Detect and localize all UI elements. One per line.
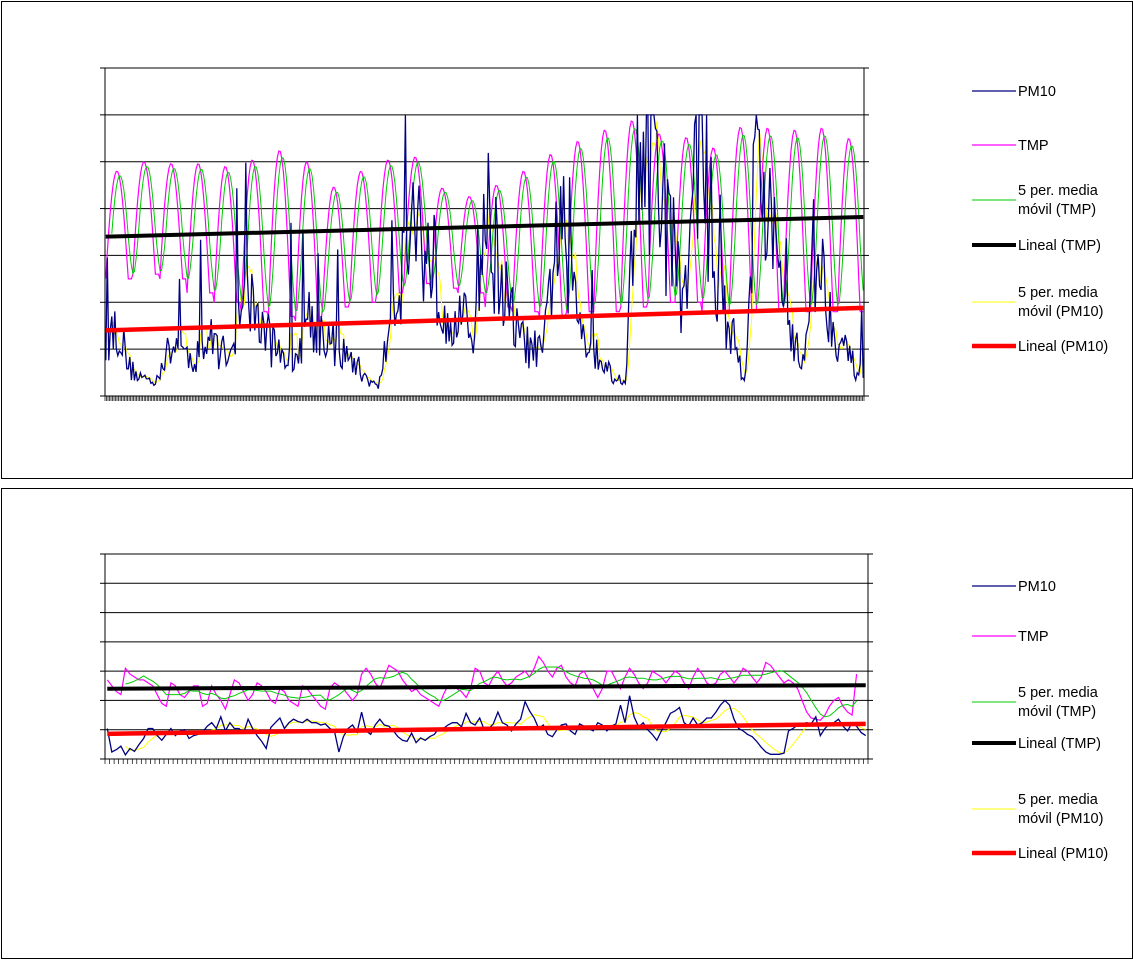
legend-label: 5 per. media	[1018, 685, 1099, 701]
x-tick-marks	[104, 396, 865, 401]
legend-label: PM10	[1018, 84, 1056, 100]
legend-label: 5 per. media	[1018, 183, 1099, 199]
series-tmp-line	[105, 120, 864, 322]
chart-night-svg: PM10 TMP 5 per. media móvil (TMP) Lineal (TM…	[100, 553, 1108, 862]
legend-label: móvil (TMP)	[1018, 704, 1096, 720]
series-group	[105, 114, 864, 389]
chart-day-svg: PM10 TMP 5 per. media móvil (TMP) Lineal (TM…	[100, 67, 1108, 401]
legend-label: móvil (TMP)	[1018, 202, 1096, 218]
legend-label: Lineal (PM10)	[1018, 846, 1108, 862]
legend-label: Lineal (TMP)	[1018, 238, 1101, 254]
legend: PM10 TMP 5 per. media móvil (TMP) Lineal (TM…	[972, 579, 1108, 862]
series-pm10-moving-avg-line	[125, 707, 866, 755]
legend-label: 5 per. media	[1018, 285, 1099, 301]
series-pm10-line	[105, 114, 864, 389]
series-pm10-trend-line	[105, 305, 864, 333]
legend-label: TMP	[1018, 138, 1049, 154]
chart-night: PM10 TMP 5 per. media móvil (TMP) Lineal (TM…	[1, 488, 1133, 959]
series-pm10-trend-line	[107, 721, 866, 737]
legend-label: Lineal (PM10)	[1018, 339, 1108, 355]
series-tmp-trend-line	[107, 683, 866, 691]
legend-label: móvil (PM10)	[1018, 304, 1103, 320]
x-tick-marks	[104, 759, 869, 764]
series-tmp-moving-avg-line	[125, 666, 857, 718]
legend-label: PM10	[1018, 579, 1056, 595]
legend-label: 5 per. media	[1018, 792, 1099, 808]
legend-label: TMP	[1018, 629, 1049, 645]
legend-label: móvil (PM10)	[1018, 811, 1103, 827]
legend-label: Lineal (TMP)	[1018, 736, 1101, 752]
series-tmp-trend-line	[105, 215, 864, 239]
series-group	[106, 655, 867, 757]
chart-day: PM10 TMP 5 per. media móvil (TMP) Lineal (TM…	[1, 1, 1133, 479]
legend: PM10 TMP 5 per. media móvil (TMP) Lineal (TM…	[972, 84, 1108, 355]
